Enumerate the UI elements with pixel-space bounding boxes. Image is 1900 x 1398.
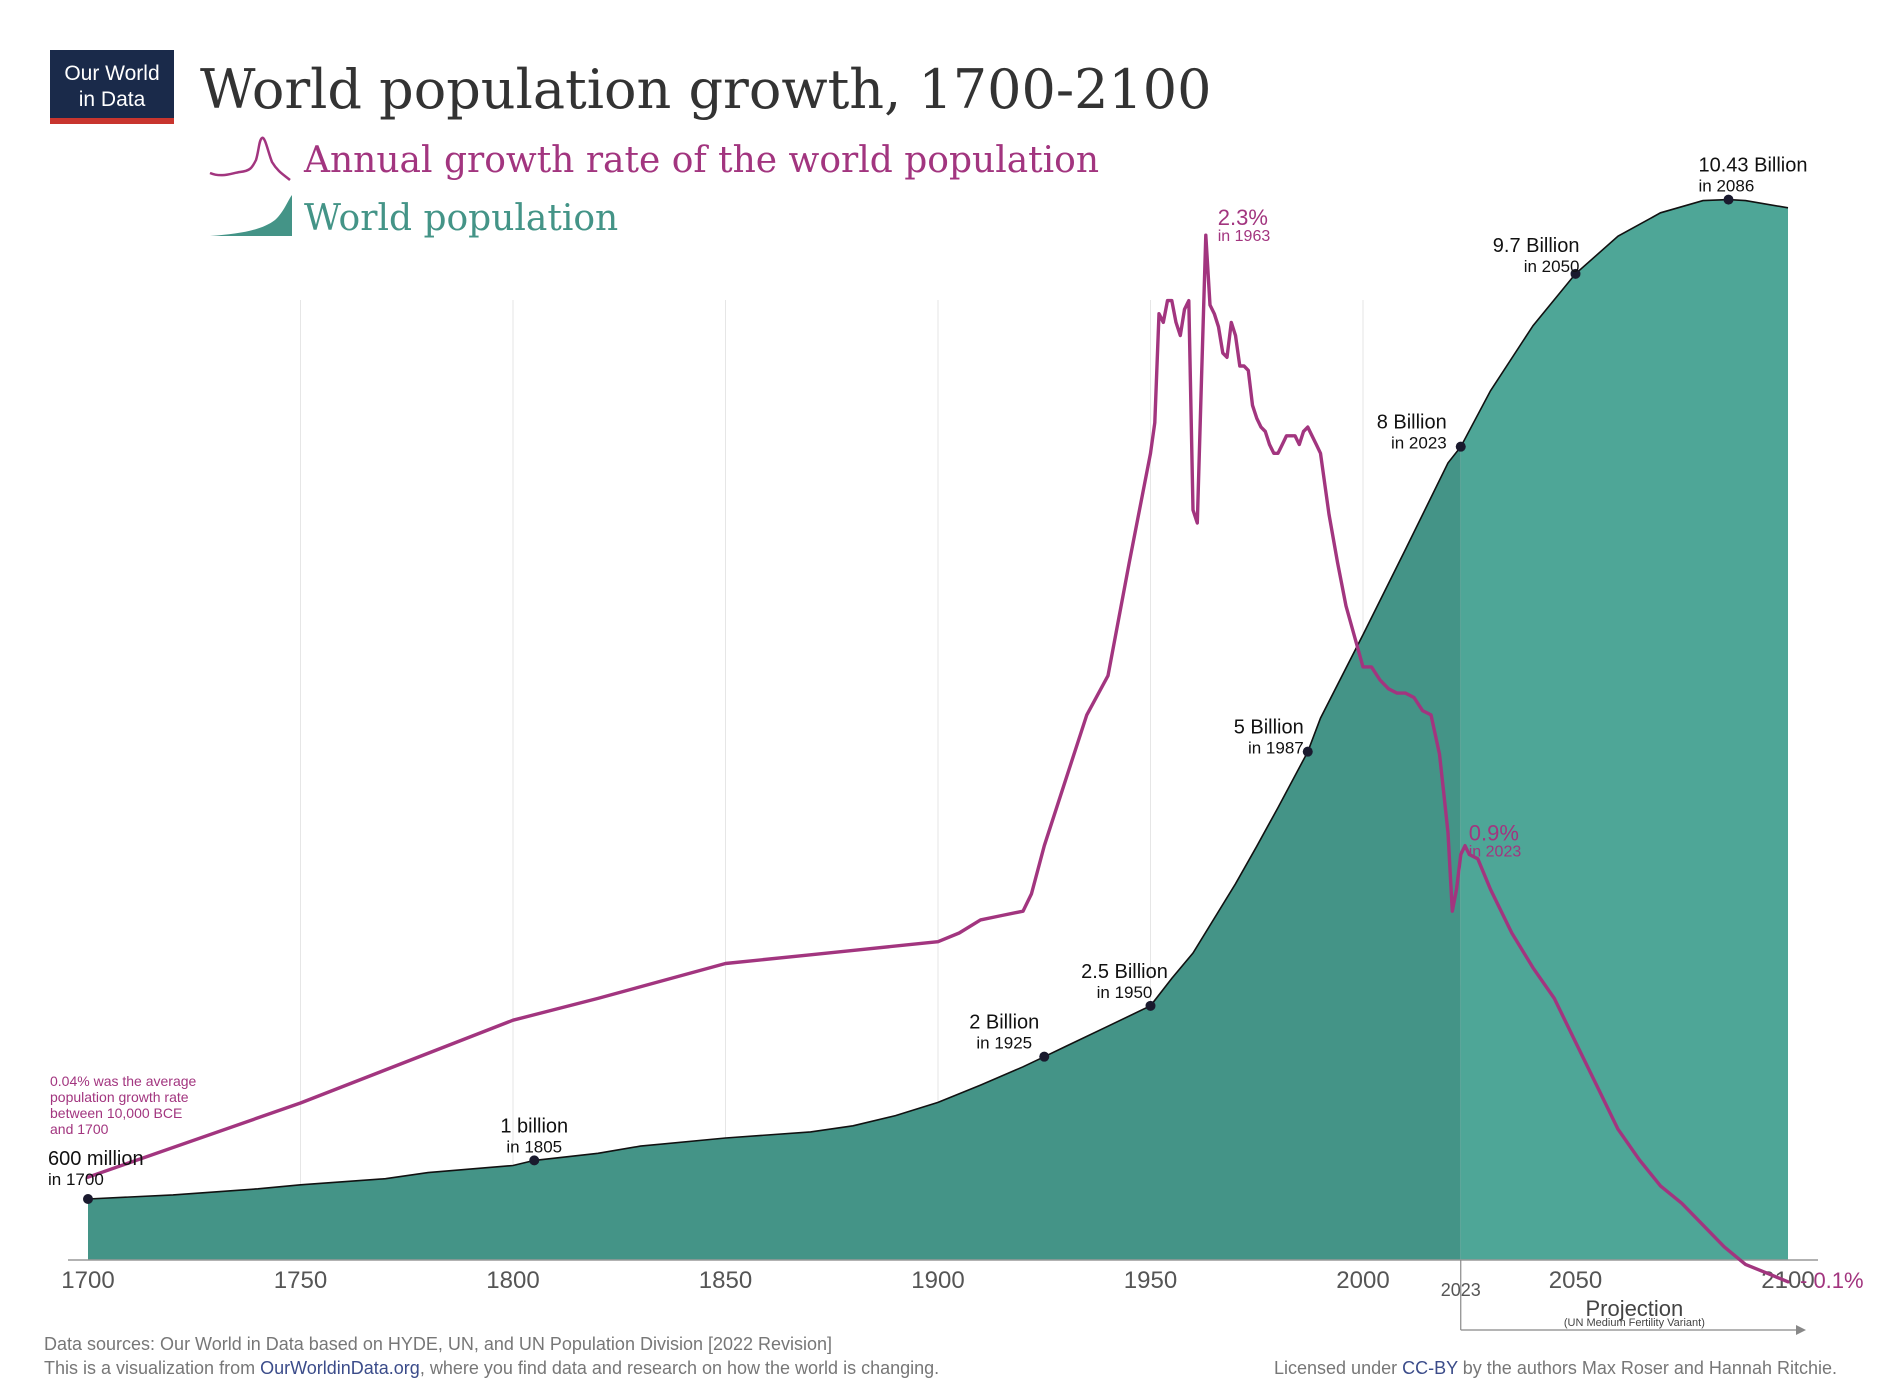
legend-growth-swatch <box>209 136 291 181</box>
growth-note-line-3: between 10,000 BCE <box>50 1105 182 1121</box>
footer-license: Licensed under CC-BY by the authors Max … <box>1274 1358 1837 1378</box>
growth-label-1963: 2.3% <box>1218 205 1268 230</box>
projection-sublabel: (UN Medium Fertility Variant) <box>1564 1317 1705 1329</box>
population-point-1987 <box>1302 746 1313 757</box>
population-label-1987: 5 Billion <box>1234 717 1304 739</box>
logo-line2: in Data <box>79 88 146 111</box>
legend-population-swatch <box>210 195 292 236</box>
population-sublabel-1805: in 1805 <box>506 1137 562 1156</box>
legend-population-label: World population <box>304 198 618 239</box>
x-tick-2000: 2000 <box>1336 1267 1389 1294</box>
population-label-2050: 9.7 Billion <box>1493 235 1580 257</box>
cc-by-link[interactable]: CC-BY <box>1402 1358 1458 1378</box>
footer-vis-prefix: This is a visualization from <box>44 1358 260 1378</box>
growth-sublabel-2023: in 2023 <box>1469 843 1522 860</box>
population-area-historical <box>88 446 1461 1260</box>
population-label-1700: 600 million <box>48 1148 144 1170</box>
chart-title: World population growth, 1700-2100 <box>200 58 1212 121</box>
footer-license-prefix: Licensed under <box>1274 1358 1402 1378</box>
population-sublabel-1987: in 1987 <box>1248 739 1304 758</box>
population-point-1700 <box>83 1194 93 1204</box>
population-area-projection <box>1460 199 1788 1261</box>
legend: Annual growth rate of the world populati… <box>209 136 1099 239</box>
x-tick-1900: 1900 <box>911 1267 964 1294</box>
projection-label: Projection <box>1585 1296 1683 1321</box>
growth-note-line-1: 0.04% was the average <box>50 1073 197 1089</box>
growth-rate-line <box>86 233 1790 1284</box>
population-label-2023: 8 Billion <box>1377 412 1447 434</box>
footer-visualization: This is a visualization from OurWorldinD… <box>44 1358 939 1378</box>
population-sublabel-2086: in 2086 <box>1699 177 1755 196</box>
population-label-1805: 1 billion <box>500 1115 568 1137</box>
x-tick-1950: 1950 <box>1124 1267 1177 1294</box>
footer-vis-suffix: , where you find data and research on ho… <box>420 1358 939 1378</box>
growth-note-line-4: and 1700 <box>50 1121 109 1137</box>
x-tick-1700: 1700 <box>61 1267 114 1294</box>
population-sublabel-1950: in 1950 <box>1097 983 1153 1002</box>
owid-link[interactable]: OurWorldinData.org <box>260 1358 420 1378</box>
population-sublabel-1700: in 1700 <box>48 1170 104 1189</box>
population-point-1805 <box>529 1155 540 1166</box>
growth-label-2023: 0.9% <box>1469 820 1519 845</box>
population-point-1950 <box>1145 1000 1156 1011</box>
population-point-2086 <box>1723 194 1734 205</box>
x-axis: 1700 1750 1800 1850 1900 1950 2000 2050 21002023… <box>61 1259 1818 1335</box>
growth-sublabel-1963: in 1963 <box>1218 228 1271 245</box>
projection-marker-year: 2023 <box>1441 1280 1481 1300</box>
population-point-1925 <box>1039 1051 1050 1062</box>
population-sublabel-2050: in 2050 <box>1524 257 1580 276</box>
x-tick-1750: 1750 <box>274 1267 327 1294</box>
logo-underline <box>50 118 174 124</box>
footer-sources: Data sources: Our World in Data based on… <box>44 1334 832 1354</box>
footer: Data sources: Our World in Data based on… <box>44 1334 1837 1378</box>
population-label-1925: 2 Billion <box>969 1012 1039 1034</box>
population-point-2050 <box>1570 268 1581 279</box>
footer-license-suffix: by the authors Max Roser and Hannah Ritc… <box>1458 1358 1837 1378</box>
logo-background <box>50 50 174 118</box>
population-sublabel-2023: in 2023 <box>1391 434 1447 453</box>
growth-rate-series <box>86 233 1790 1284</box>
logo-line1: Our World <box>64 62 159 85</box>
growth-note-line-2: population growth rate <box>50 1089 189 1105</box>
population-sublabel-1925: in 1925 <box>976 1034 1032 1053</box>
legend-growth-label: Annual growth rate of the world populati… <box>303 140 1099 181</box>
growth-label-2100: - 0.1% <box>1800 1268 1864 1293</box>
owid-logo[interactable]: Our World in Data <box>50 50 174 124</box>
population-label-2086: 10.43 Billion <box>1699 155 1808 177</box>
x-tick-1800: 1800 <box>486 1267 539 1294</box>
x-tick-2050: 2050 <box>1549 1267 1602 1294</box>
population-label-1950: 2.5 Billion <box>1081 961 1168 983</box>
x-tick-1850: 1850 <box>699 1267 752 1294</box>
population-point-2023 <box>1455 441 1466 452</box>
projection-arrow-head <box>1796 1325 1806 1335</box>
